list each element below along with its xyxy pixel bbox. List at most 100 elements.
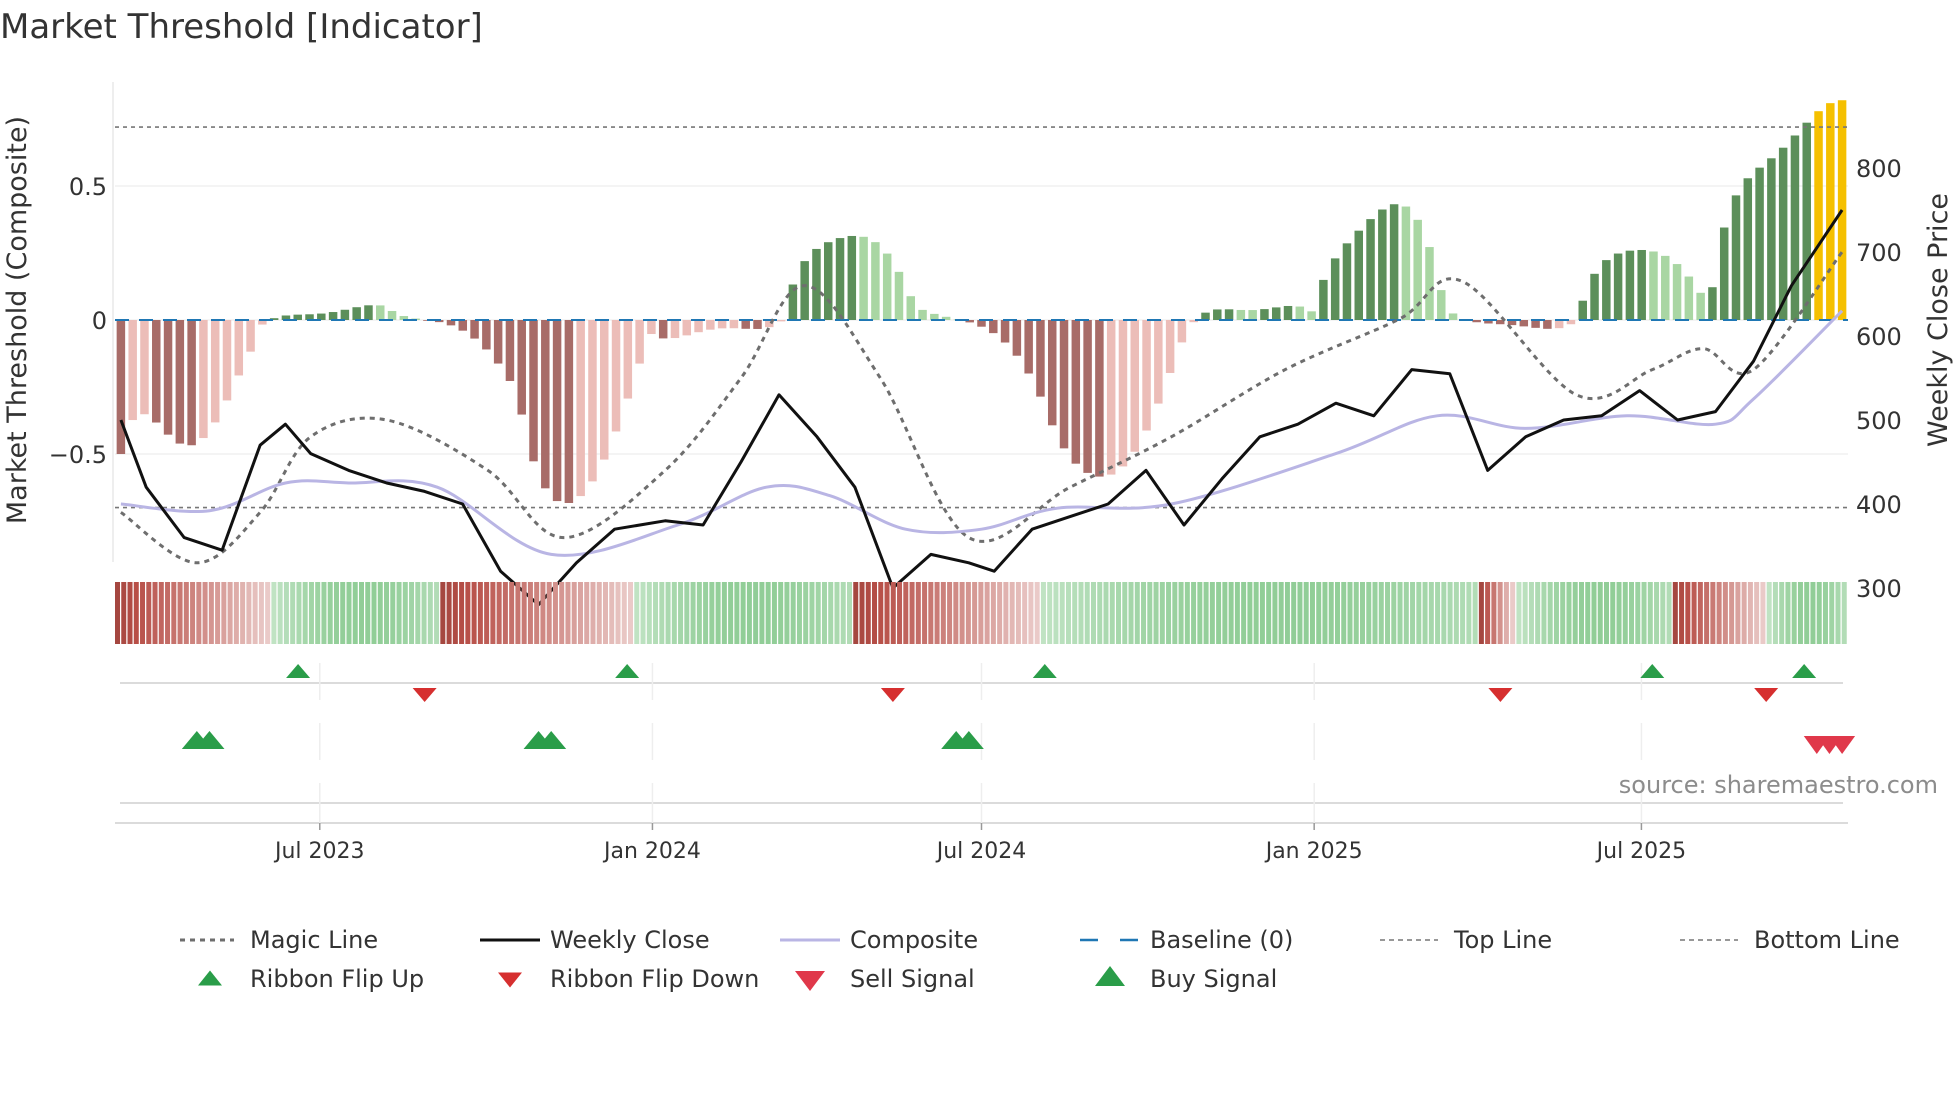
ribbon-cell <box>915 582 921 644</box>
ribbon-cell <box>1253 582 1259 644</box>
ribbon-cell <box>834 582 840 644</box>
ribbon-flip-up-marker <box>1640 664 1665 678</box>
composite-bar <box>1319 279 1328 320</box>
ribbon-cell <box>1178 582 1184 644</box>
ribbon-cell <box>1284 582 1290 644</box>
ribbon-cell <box>703 582 709 644</box>
ribbon-cell <box>1829 582 1835 644</box>
ribbon-cell <box>1629 582 1635 644</box>
ribbon-cell <box>1841 582 1847 644</box>
ribbon-cell <box>1278 582 1284 644</box>
y-right-tick-label: 800 <box>1856 155 1902 183</box>
composite-bar <box>989 320 998 334</box>
ribbon-cell <box>965 582 971 644</box>
composite-bar <box>1366 219 1375 320</box>
composite-bar <box>1495 320 1505 325</box>
ribbon-cell <box>1754 582 1760 644</box>
composite-bar <box>1271 307 1281 320</box>
ribbon-cell <box>1109 582 1115 644</box>
composite-bar <box>1661 255 1670 320</box>
ribbon-cell <box>271 582 277 644</box>
composite-bar <box>116 320 126 454</box>
ribbon-cell <box>1078 582 1084 644</box>
trend-ribbon <box>115 582 1847 644</box>
ribbon-cell <box>1366 582 1372 644</box>
composite-bar <box>293 314 302 320</box>
ribbon-cell <box>746 582 752 644</box>
composite-bar <box>882 253 892 320</box>
y-right-tick-label: 500 <box>1856 407 1902 435</box>
sell-signal-marker <box>1829 736 1856 754</box>
composite-bar <box>199 320 208 439</box>
ribbon-cell <box>778 582 784 644</box>
ribbon-flip-down-marker <box>412 688 437 702</box>
composite-bar <box>1354 230 1363 320</box>
composite-bar <box>187 320 196 446</box>
buy-signal-marker <box>536 731 567 749</box>
legend-buy-swatch <box>1095 966 1125 986</box>
legend-flip-down-label: Ribbon Flip Down <box>550 965 759 993</box>
ribbon-cell <box>1009 582 1015 644</box>
ribbon-cell <box>527 582 533 644</box>
composite-bar <box>541 320 550 489</box>
ribbon-cell <box>202 582 208 644</box>
ribbon-cell <box>1785 582 1791 644</box>
ribbon-flip-down-marker <box>1754 688 1779 702</box>
ribbon-cell <box>815 582 821 644</box>
ribbon-cell <box>1472 582 1478 644</box>
ribbon-cell <box>1297 582 1303 644</box>
ribbon-cell <box>427 582 433 644</box>
ribbon-cell <box>1541 582 1547 644</box>
y-tick-labels: −0.5 0 0.5 300 400 500 600 700 800 <box>49 155 1902 603</box>
composite-bar <box>753 320 762 329</box>
ribbon-cell <box>1197 582 1203 644</box>
composite-bar <box>529 320 538 462</box>
ribbon-cell <box>809 582 815 644</box>
composite-bar <box>1154 320 1163 404</box>
ribbon-cell <box>515 582 521 644</box>
composite-bar <box>258 320 267 325</box>
ribbon-cell <box>1716 582 1722 644</box>
ribbon-cell <box>1478 582 1484 644</box>
y-left-tick-label: −0.5 <box>49 441 107 469</box>
ribbon-cell <box>1691 582 1697 644</box>
composite-bar <box>1036 320 1045 397</box>
ribbon-cell <box>1159 582 1165 644</box>
ribbon-cell <box>1015 582 1021 644</box>
ribbon-cell <box>1572 582 1578 644</box>
ribbon-cell <box>1435 582 1441 644</box>
ribbon-cell <box>790 582 796 644</box>
ribbon-cell <box>1697 582 1703 644</box>
composite-bar <box>1378 209 1387 320</box>
ribbon-cell <box>171 582 177 644</box>
ribbon-cell <box>352 582 358 644</box>
ribbon-cell <box>609 582 615 644</box>
ribbon-cell <box>121 582 127 644</box>
ribbon-cell <box>1585 582 1591 644</box>
ribbon-cell <box>1522 582 1528 644</box>
legend-buy-label: Buy Signal <box>1150 965 1277 993</box>
ribbon-cell <box>771 582 777 644</box>
composite-bar <box>941 316 951 320</box>
composite-bar <box>1554 320 1564 329</box>
ribbon-cell <box>265 582 271 644</box>
x-axis: Jul 2023 Jan 2024 Jul 2024 Jan 2025 Jul 2025 <box>273 823 1686 864</box>
composite-bar <box>1719 227 1729 320</box>
ribbon-cell <box>509 582 515 644</box>
composite-bar <box>1142 320 1151 431</box>
composite-bar <box>823 242 833 320</box>
x-tick-label: Jul 2025 <box>1595 839 1687 864</box>
ribbon-cell <box>1341 582 1347 644</box>
composite-bar <box>1814 111 1823 320</box>
ribbon-flip-down-marker <box>880 688 905 702</box>
ribbon-cell <box>1360 582 1366 644</box>
legend-close-label: Weekly Close <box>550 926 710 954</box>
signal-markers <box>115 663 1856 824</box>
ribbon-cell <box>1466 582 1472 644</box>
ribbon-flip-up-marker <box>615 664 640 678</box>
ribbon-cell <box>252 582 258 644</box>
x-tick-label: Jan 2025 <box>1264 839 1363 864</box>
ribbon-cell <box>1485 582 1491 644</box>
ribbon-flip-up-marker <box>1792 664 1817 678</box>
ribbon-cell <box>1497 582 1503 644</box>
